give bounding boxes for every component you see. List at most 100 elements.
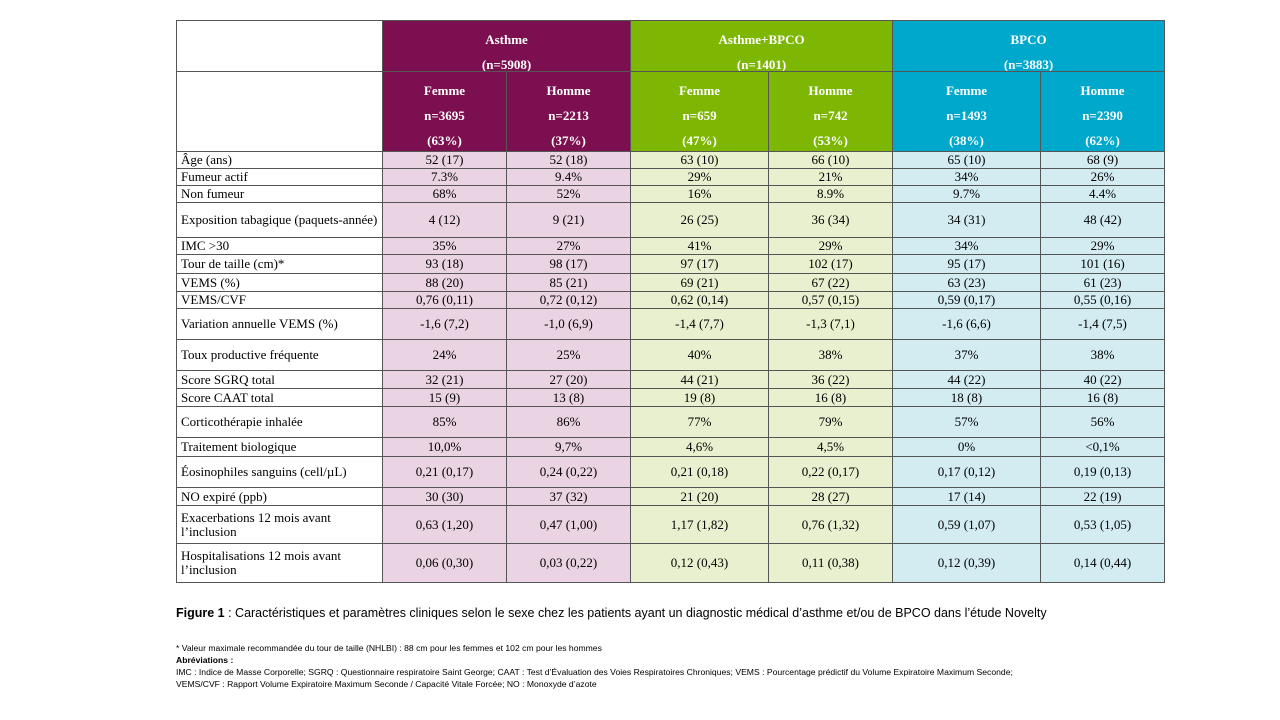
table-cell: -1,4 (7,7) [630, 308, 770, 340]
row-label: NO expiré (ppb) [176, 487, 383, 506]
table-cell: 63 (23) [892, 273, 1042, 292]
table-cell: 0,62 (0,14) [630, 291, 770, 309]
subgroup-sex: Femme [678, 83, 721, 98]
table-row: Exposition tabagique (paquets-année) 4 (1… [176, 202, 1166, 238]
abbreviations-line-1: IMC : Indice de Masse Corporelle; SGRQ :… [176, 667, 1013, 677]
subgroup-sex: Homme [808, 83, 853, 98]
table-cell: 10,0% [382, 437, 507, 457]
table-row: NO expiré (ppb) 30 (30) 37 (32) 21 (20) 28 (… [176, 487, 1166, 506]
table-cell: 36 (34) [768, 202, 894, 238]
table-cell: 0,55 (0,16) [1040, 291, 1166, 309]
table-cell: 52 (18) [505, 151, 632, 169]
table-cell: 0,76 (0,11) [382, 291, 507, 309]
group-name: BPCO [1010, 32, 1047, 47]
table-cell: 40 (22) [1040, 370, 1166, 389]
subgroup-percent: (38%) [949, 133, 984, 148]
table-cell: 7.3% [382, 168, 507, 186]
figure-label: Figure 1 [176, 606, 225, 620]
subgroup-count: n=742 [813, 108, 848, 123]
table-row: Fumeur actif 7.3% 9.4% 29% 21% 34% 26% [176, 168, 1166, 186]
table-cell: 29% [768, 237, 894, 255]
table-row: IMC >30 35% 27% 41% 29% 34% 29% [176, 237, 1166, 255]
table-cell: 57% [892, 406, 1042, 438]
table-cell: 0,19 (0,13) [1040, 456, 1166, 488]
table-cell: 38% [768, 339, 894, 371]
row-label: Hospitalisations 12 mois avant l’inclusi… [176, 543, 383, 583]
subgroup-count: n=659 [682, 108, 717, 123]
table-cell: 52% [505, 185, 632, 203]
subgroup-sex: Femme [945, 83, 988, 98]
group-header-row: Asthme (n=5908) Asthme+BPCO (n=1401) BPC… [176, 20, 1166, 72]
table-cell: 25% [505, 339, 632, 371]
table-row: Non fumeur 68% 52% 16% 8.9% 9.7% 4.4% [176, 185, 1166, 203]
table-cell: 63 (10) [630, 151, 770, 169]
table-cell: 21% [768, 168, 894, 186]
table-cell: 24% [382, 339, 507, 371]
table-cell: 18 (8) [892, 388, 1042, 407]
subgroup-sex: Homme [546, 83, 591, 98]
table-row: Score CAAT total 15 (9) 13 (8) 19 (8) 16 (8)… [176, 388, 1166, 407]
row-label: VEMS (%) [176, 273, 383, 292]
table-cell: 69 (21) [630, 273, 770, 292]
table-cell: 0,22 (0,17) [768, 456, 894, 488]
row-label: Éosinophiles sanguins (cell/µL) [176, 456, 383, 488]
subgroup-percent: (47%) [682, 133, 717, 148]
table-cell: 101 (16) [1040, 254, 1166, 274]
subgroup-header: Femme n=3695 (63%) [382, 71, 507, 152]
table-cell: 0,24 (0,22) [505, 456, 632, 488]
row-label: VEMS/CVF [176, 291, 383, 309]
table-cell: 0,06 (0,30) [382, 543, 507, 583]
table-row: Âge (ans) 52 (17) 52 (18) 63 (10) 66 (10) 65 … [176, 151, 1166, 169]
table-cell: 0,11 (0,38) [768, 543, 894, 583]
table-cell: 16 (8) [1040, 388, 1166, 407]
corner-cell [176, 71, 383, 152]
subgroup-percent: (53%) [813, 133, 848, 148]
table-cell: 88 (20) [382, 273, 507, 292]
table-cell: 1,17 (1,82) [630, 505, 770, 544]
table-cell: 35% [382, 237, 507, 255]
table-cell: 34% [892, 168, 1042, 186]
table-cell: 29% [630, 168, 770, 186]
table-cell: 0,47 (1,00) [505, 505, 632, 544]
table-cell: 0,17 (0,12) [892, 456, 1042, 488]
characteristics-table: Asthme (n=5908) Asthme+BPCO (n=1401) BPC… [176, 20, 1166, 583]
figure-caption: Figure 1 : Caractéristiques et paramètre… [176, 606, 1176, 620]
subgroup-count: n=2390 [1082, 108, 1123, 123]
table-cell: 0% [892, 437, 1042, 457]
table-cell: 16 (8) [768, 388, 894, 407]
table-cell: 68 (9) [1040, 151, 1166, 169]
table-cell: <0,1% [1040, 437, 1166, 457]
group-header-bpco: BPCO (n=3883) [892, 20, 1166, 72]
table-cell: 0,72 (0,12) [505, 291, 632, 309]
table-cell: 65 (10) [892, 151, 1042, 169]
subgroup-sex: Femme [423, 83, 466, 98]
subgroup-header: Femme n=1493 (38%) [892, 71, 1042, 152]
table-cell: 56% [1040, 406, 1166, 438]
table-cell: 32 (21) [382, 370, 507, 389]
table-cell: 0,76 (1,32) [768, 505, 894, 544]
table-cell: 8.9% [768, 185, 894, 203]
table-cell: 66 (10) [768, 151, 894, 169]
table-cell: 0,53 (1,05) [1040, 505, 1166, 544]
row-label: Exacerbations 12 mois avant l’inclusion [176, 505, 383, 544]
table-cell: 36 (22) [768, 370, 894, 389]
table-cell: 9,7% [505, 437, 632, 457]
table-cell: 38% [1040, 339, 1166, 371]
footnotes: * Valeur maximale recommandée du tour de… [176, 642, 1176, 690]
row-label: Score SGRQ total [176, 370, 383, 389]
table-cell: 19 (8) [630, 388, 770, 407]
table-cell: 0,59 (1,07) [892, 505, 1042, 544]
table-cell: 9 (21) [505, 202, 632, 238]
table-cell: 0,03 (0,22) [505, 543, 632, 583]
table-cell: 16% [630, 185, 770, 203]
row-label: Fumeur actif [176, 168, 383, 186]
table-cell: 22 (19) [1040, 487, 1166, 506]
table-row: Éosinophiles sanguins (cell/µL) 0,21 (0,1… [176, 456, 1166, 488]
table-cell: 86% [505, 406, 632, 438]
group-name: Asthme [485, 32, 528, 47]
table-row: Variation annuelle VEMS (%) -1,6 (7,2) -1,… [176, 308, 1166, 340]
table-cell: 0,57 (0,15) [768, 291, 894, 309]
table-cell: 0,63 (1,20) [382, 505, 507, 544]
table-cell: 79% [768, 406, 894, 438]
table-cell: 52 (17) [382, 151, 507, 169]
